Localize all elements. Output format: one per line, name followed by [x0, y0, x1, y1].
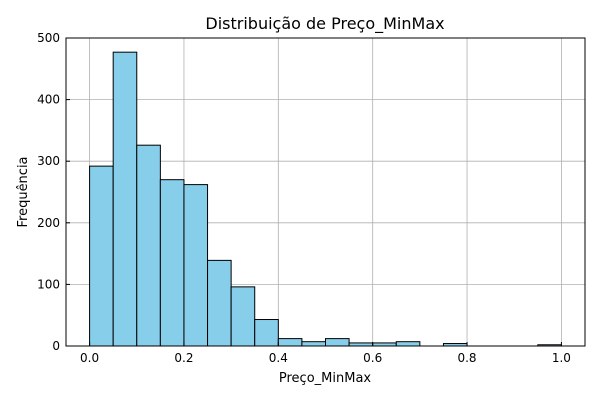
chart-title: Distribuição de Preço_MinMax	[205, 14, 444, 34]
x-tick-label: 1.0	[552, 351, 571, 365]
y-axis-ticks: 0 100 200 300 400 500	[37, 31, 70, 353]
histogram-bar	[207, 259, 232, 347]
histogram-bar	[136, 144, 161, 347]
histogram-bar	[395, 341, 421, 347]
y-tick-label: 100	[37, 277, 60, 291]
histogram-bar	[159, 179, 185, 347]
y-tick-label: 200	[37, 216, 60, 230]
histogram-bar	[230, 286, 256, 347]
x-tick-label: 0.6	[363, 351, 382, 365]
x-tick-label: 0.2	[174, 351, 193, 365]
x-axis-label: Preço_MinMax	[279, 371, 372, 386]
x-tick-label: 0.8	[457, 351, 476, 365]
y-tick-label: 400	[37, 93, 60, 107]
histogram-bar	[325, 338, 350, 347]
y-tick-label: 500	[37, 31, 60, 45]
histogram-bar	[277, 338, 303, 347]
x-tick-label: 0.4	[269, 351, 288, 365]
histogram-bar	[301, 341, 326, 347]
histogram-bar	[183, 184, 209, 347]
x-axis-ticks: 0.0 0.2 0.4 0.6 0.8 1.0	[80, 342, 571, 365]
y-tick-label: 0	[52, 339, 60, 353]
plot-frame	[65, 37, 586, 347]
bars-group	[89, 51, 562, 347]
x-tick-label: 0.0	[80, 351, 99, 365]
histogram-bar	[112, 51, 138, 347]
y-tick-label: 300	[37, 154, 60, 168]
histogram-bar	[89, 165, 114, 347]
histogram-bar	[254, 319, 279, 347]
y-axis-label: Frequência	[16, 156, 31, 227]
